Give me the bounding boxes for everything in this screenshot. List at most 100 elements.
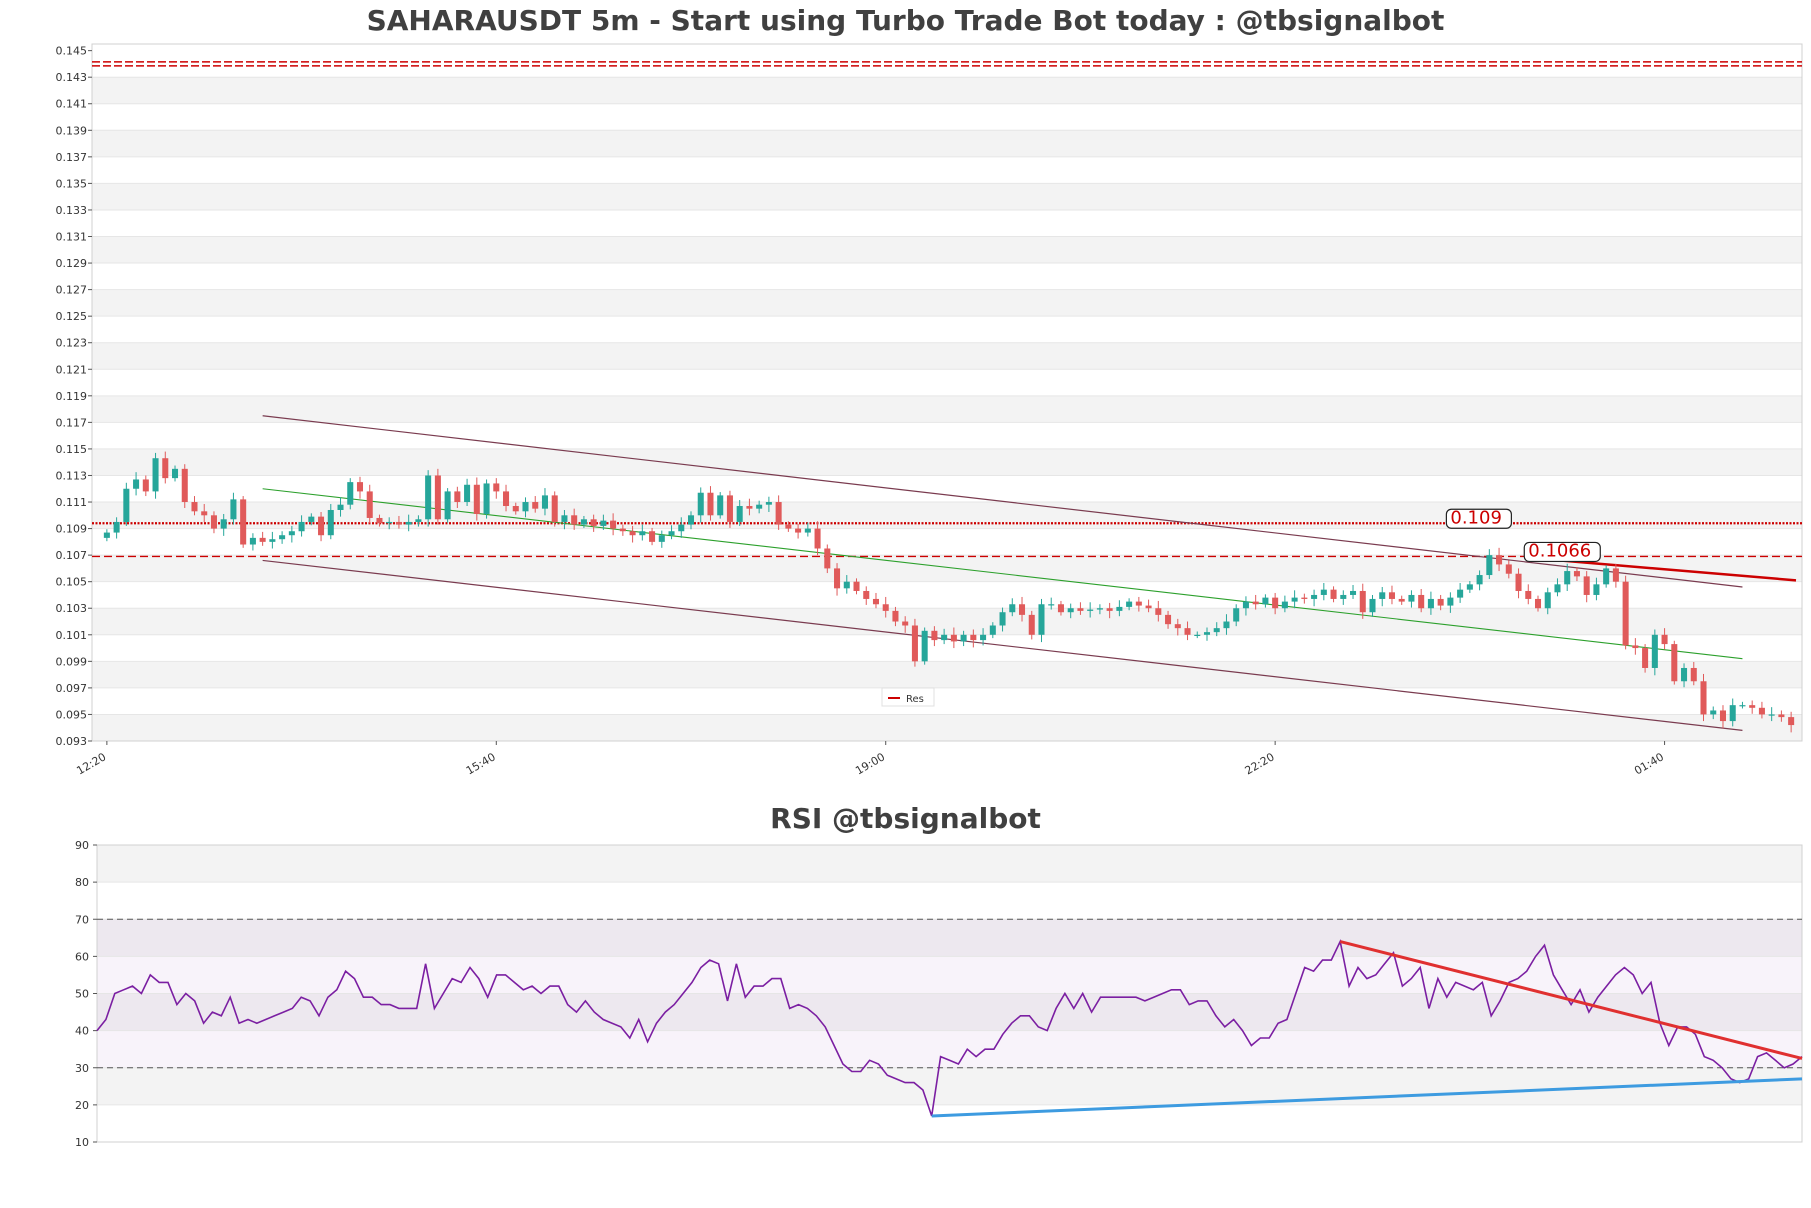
candle-body [853,581,860,591]
candle-body [834,568,841,589]
rsi-trendlines [931,940,1803,1118]
candle-body [1710,710,1717,715]
candle-body [201,511,208,516]
candle-body [337,504,344,510]
candle-body [980,634,987,641]
rsi-band [97,993,1802,1031]
rsi-band [97,919,1802,957]
candle-body [425,475,432,520]
candle-body [1067,608,1074,613]
price-band [92,395,1802,423]
candle-body [619,528,626,532]
candle-body [133,479,140,489]
candle-body [366,491,373,518]
candle-body [1203,632,1211,635]
candle-body [230,499,237,520]
candle-body [872,598,880,605]
candle-body [1661,634,1668,645]
candle-body [1486,555,1493,576]
candle-body [249,537,256,545]
candle-body [892,610,899,622]
candle-body [1135,601,1142,606]
candle-body [687,515,695,525]
price-y-tick-label: 0.125 [56,310,88,323]
candle-body [1223,621,1230,629]
candle-body [493,483,500,492]
candle-body [1233,608,1240,622]
candle-body [386,521,393,524]
rsi-resistance-trendline [1339,940,1803,1060]
candle-body [960,634,967,642]
candle-body [1729,705,1736,722]
price-y-axis: 0.093 0.095 0.097 0.099 0.101 0.103 0.105 0.107… [56,45,92,748]
candle-body [191,502,198,512]
candle-body [1573,571,1580,577]
price-band [92,289,1802,317]
candle-body [1301,597,1308,599]
candle-body [532,502,539,509]
candle-body [1719,710,1727,722]
rsi-reference-lines [97,918,1802,1069]
price-y-tick-label: 0.093 [56,735,88,748]
time-x-tick-label: 15:40 [464,750,498,777]
price-y-tick-label: 0.117 [56,416,88,429]
candle-body [327,509,334,536]
candle-body [1106,608,1113,611]
candle-body [941,634,948,641]
candle-body [1651,634,1658,668]
candle-body [541,495,548,509]
price-y-tick-label: 0.129 [56,257,88,270]
candle-body [970,634,977,641]
price-y-tick-label: 0.131 [56,231,88,244]
candle-body [746,506,753,509]
candle-body [395,521,402,525]
chart-title: SAHARAUSDT 5m - Start using Turbo Trade … [366,4,1445,37]
rsi-band [97,1067,1802,1105]
candle-body [1272,597,1279,609]
candle-body [279,535,286,540]
price-y-tick-label: 0.119 [56,390,88,403]
candle-body [795,528,802,533]
candle-body [1515,573,1522,591]
candle-body [1505,564,1512,574]
candle-body [726,495,733,522]
candle-body [804,528,811,533]
time-x-tick-label: 12:20 [74,750,108,777]
time-x-tick-label: 01:40 [1632,750,1666,777]
price-y-tick-label: 0.127 [56,284,88,297]
candle-body [269,539,276,542]
candle-body [756,504,763,509]
price-annotation-label: 0.1066 [1528,540,1591,561]
candle-body [142,479,149,492]
candle-body [736,506,743,522]
candle-body [259,537,266,542]
price-y-tick-label: 0.137 [56,151,88,164]
candle-body [1642,648,1649,668]
rsi-title: RSI @tbsignalbot [770,802,1041,835]
candle-body [902,621,909,626]
rsi-y-tick-label: 80 [75,876,89,889]
candle-body [512,506,519,512]
price-band [92,502,1802,529]
price-grid-bands [92,76,1802,742]
candle-body [434,475,441,520]
candle-body [931,630,938,641]
candle-body [347,482,354,505]
candle-body [590,519,597,526]
candle-body [1447,597,1454,606]
candle-body [162,458,169,479]
candle-body [1593,584,1600,595]
candle-body [1252,601,1259,605]
price-y-tick-label: 0.141 [56,98,88,111]
candle-body [1671,644,1678,682]
price-y-tick-label: 0.135 [56,177,88,190]
candle-body [473,484,480,514]
price-band [92,714,1802,741]
candle-body [950,634,957,642]
candle-body [1749,705,1756,708]
candle-body [561,515,568,522]
candle-body [1398,598,1405,602]
legend: Res [881,687,935,707]
candle-body [1145,605,1152,609]
rsi-y-tick-label: 30 [75,1062,89,1075]
